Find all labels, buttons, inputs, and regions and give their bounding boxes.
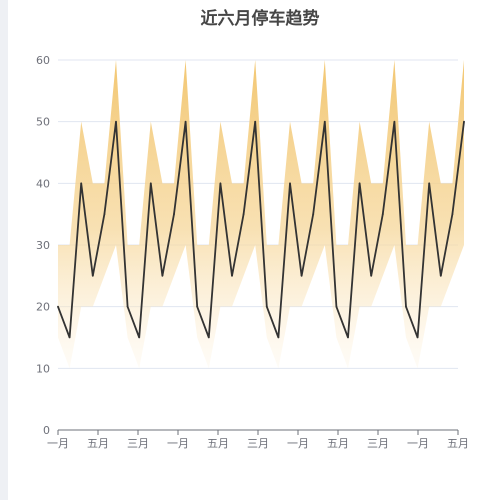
y-tick-label: 60 <box>36 54 50 67</box>
data-point <box>405 305 407 308</box>
left-margin-strip <box>0 0 8 500</box>
x-tick-label: 五月 <box>87 437 109 450</box>
x-tick-label: 一月 <box>407 437 429 450</box>
y-tick-label: 50 <box>36 116 50 129</box>
y-tick-label: 10 <box>36 362 50 375</box>
x-tick-label: 一月 <box>287 437 309 450</box>
x-tick-label: 三月 <box>247 437 269 450</box>
x-tick-label: 三月 <box>127 437 149 450</box>
data-point <box>393 120 396 123</box>
x-tick-label: 一月 <box>47 437 69 450</box>
data-point <box>323 120 326 123</box>
data-point <box>196 305 199 308</box>
data-point <box>80 182 83 185</box>
data-point <box>173 213 175 216</box>
x-tick-label: 三月 <box>367 437 389 450</box>
data-point <box>103 213 106 216</box>
data-point <box>184 120 187 123</box>
x-tick-label: 五月 <box>447 437 469 450</box>
data-point <box>138 336 141 339</box>
y-tick-label: 40 <box>36 177 50 190</box>
data-point <box>300 274 303 277</box>
data-point <box>91 274 94 277</box>
data-point <box>115 120 117 123</box>
chart-title: 近六月停车趋势 <box>200 9 320 29</box>
data-point <box>347 336 349 339</box>
x-tick-label: 一月 <box>167 437 189 450</box>
x-tick-label: 五月 <box>207 437 229 450</box>
data-point <box>126 305 129 308</box>
data-point <box>161 274 164 277</box>
data-point <box>463 120 465 123</box>
y-tick-label: 20 <box>36 301 50 314</box>
data-point <box>451 213 454 216</box>
data-point <box>312 213 315 216</box>
data-point <box>57 305 59 308</box>
data-point <box>207 336 210 339</box>
data-point <box>428 182 431 185</box>
x-tick-label: 五月 <box>327 437 349 450</box>
data-point <box>254 120 257 123</box>
data-point <box>416 336 419 339</box>
data-point <box>265 305 268 308</box>
data-point <box>370 274 373 277</box>
data-point <box>231 274 233 277</box>
series-line <box>57 120 465 339</box>
x-axis: 一月 五月 三月 一月 五月 三月 一月 五月 三月 一月 五月 <box>47 429 469 450</box>
data-point <box>335 305 338 308</box>
data-point <box>242 213 245 216</box>
y-axis-labels: 0 10 20 30 40 50 60 <box>36 54 50 437</box>
data-point <box>358 182 361 185</box>
data-point <box>68 336 71 339</box>
data-point <box>219 182 222 185</box>
data-point <box>439 274 442 277</box>
y-tick-label: 30 <box>36 239 50 252</box>
y-tick-label: 0 <box>43 424 50 437</box>
series-path <box>57 121 465 338</box>
data-point <box>289 182 291 185</box>
data-point <box>381 213 384 216</box>
data-point <box>277 336 280 339</box>
data-point <box>149 182 152 185</box>
